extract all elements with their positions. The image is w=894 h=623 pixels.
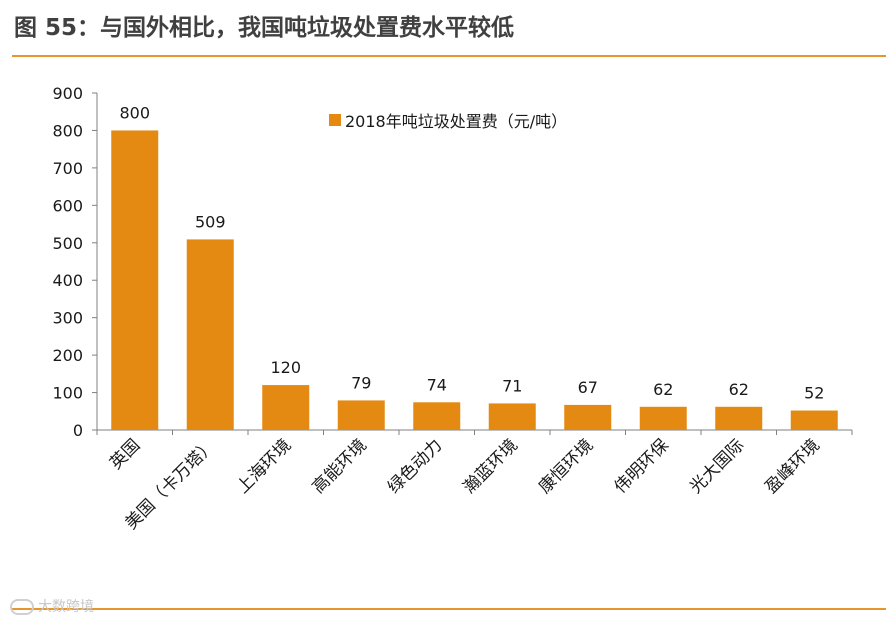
category-label: 光大国际 (686, 435, 748, 497)
y-tick-label: 900 (52, 84, 83, 103)
footer-divider (12, 608, 886, 610)
bar (111, 130, 159, 430)
y-tick-label: 500 (52, 234, 83, 253)
data-label: 71 (502, 376, 522, 395)
bar (790, 410, 838, 430)
bar (639, 406, 687, 430)
category-label: 伟明环保 (611, 435, 673, 497)
legend: 2018年吨垃圾处置费（元/吨） (329, 112, 567, 131)
bar (564, 404, 612, 430)
data-label: 120 (270, 358, 301, 377)
watermark-logo-icon (10, 599, 34, 615)
legend-swatch (329, 114, 341, 126)
bar (715, 406, 763, 430)
category-label: 上海环境 (233, 435, 295, 497)
category-label: 英国 (106, 435, 144, 473)
data-label: 79 (351, 373, 371, 392)
data-label: 74 (427, 375, 447, 394)
data-label: 62 (653, 380, 673, 399)
data-label: 52 (804, 384, 824, 403)
bar (488, 403, 536, 430)
category-label: 盈峰环境 (762, 435, 824, 497)
bar-series (111, 130, 838, 430)
y-tick-label: 400 (52, 271, 83, 290)
y-tick-label: 800 (52, 121, 83, 140)
data-label: 67 (578, 378, 598, 397)
data-labels: 800 509 120 79 74 71 67 62 62 52 (119, 103, 824, 402)
data-label: 62 (729, 380, 749, 399)
watermark-text: 大数跨境 (38, 599, 94, 615)
category-label: 康恒环境 (535, 435, 597, 497)
bar (186, 239, 234, 430)
y-tick-label: 700 (52, 159, 83, 178)
bar (337, 400, 385, 430)
y-tick-label: 600 (52, 196, 83, 215)
title-divider (12, 55, 886, 57)
watermark: 大数跨境 (10, 596, 94, 616)
x-axis (96, 429, 853, 435)
data-label: 509 (195, 212, 226, 231)
bar (413, 402, 461, 430)
legend-label: 2018年吨垃圾处置费（元/吨） (345, 112, 567, 131)
category-label: 瀚蓝环境 (460, 435, 522, 497)
y-tick-label: 300 (52, 309, 83, 328)
data-label: 800 (119, 103, 150, 122)
category-label: 高能环境 (309, 435, 371, 497)
y-axis: 0 100 200 300 400 500 600 700 800 900 (52, 84, 98, 440)
y-tick-label: 0 (73, 421, 83, 440)
y-tick-label: 100 (52, 384, 83, 403)
category-label: 绿色动力 (384, 435, 446, 497)
bar (262, 385, 310, 430)
page-title: 图 55：与国外相比，我国吨垃圾处置费水平较低 (14, 15, 515, 41)
y-tick-label: 200 (52, 346, 83, 365)
